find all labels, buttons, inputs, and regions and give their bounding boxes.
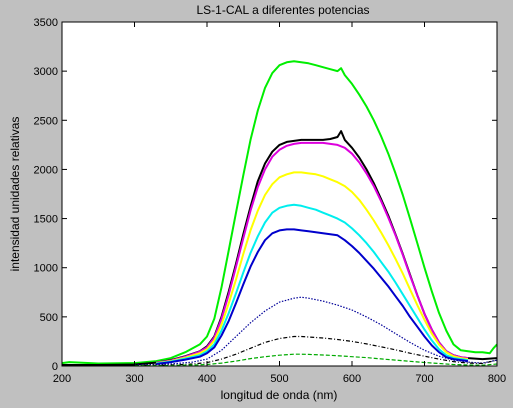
y-tick-label: 2000 [34,164,58,176]
x-axis: 200 300 400 500 600 700 800 [53,22,506,385]
series-line-1 [61,60,498,365]
y-tick-label: 1500 [34,214,58,226]
plot-area [62,22,497,366]
y-tick-label: 1000 [34,263,58,275]
x-tick-label: 300 [125,373,143,385]
x-tick-label: 200 [53,373,71,385]
series-line-6 [156,228,469,365]
y-axis-label: intensidad unidades relativas [8,117,22,272]
series-line-9 [134,353,498,367]
x-tick-label: 700 [415,373,433,385]
chart-title: LS-1-CAL a diferentes potencias [197,3,370,17]
x-tick-label: 500 [270,373,288,385]
series-line-4 [156,171,469,365]
y-tick-label: 3500 [34,17,58,29]
series-line-8 [134,335,498,367]
x-axis-label: longitud de onda (nm) [221,388,338,402]
x-tick-label: 400 [198,373,216,385]
series-layer [61,60,498,367]
x-tick-label: 800 [488,373,506,385]
y-tick-label: 2500 [34,115,58,127]
y-tick-label: 0 [52,361,58,373]
y-axis: 0 500 1000 1500 2000 2500 3000 3500 [34,17,497,373]
x-tick-label: 600 [343,373,361,385]
y-tick-label: 500 [40,312,58,324]
series-line-5 [156,203,469,365]
series-line-3 [156,141,469,364]
y-tick-label: 3000 [34,66,58,78]
